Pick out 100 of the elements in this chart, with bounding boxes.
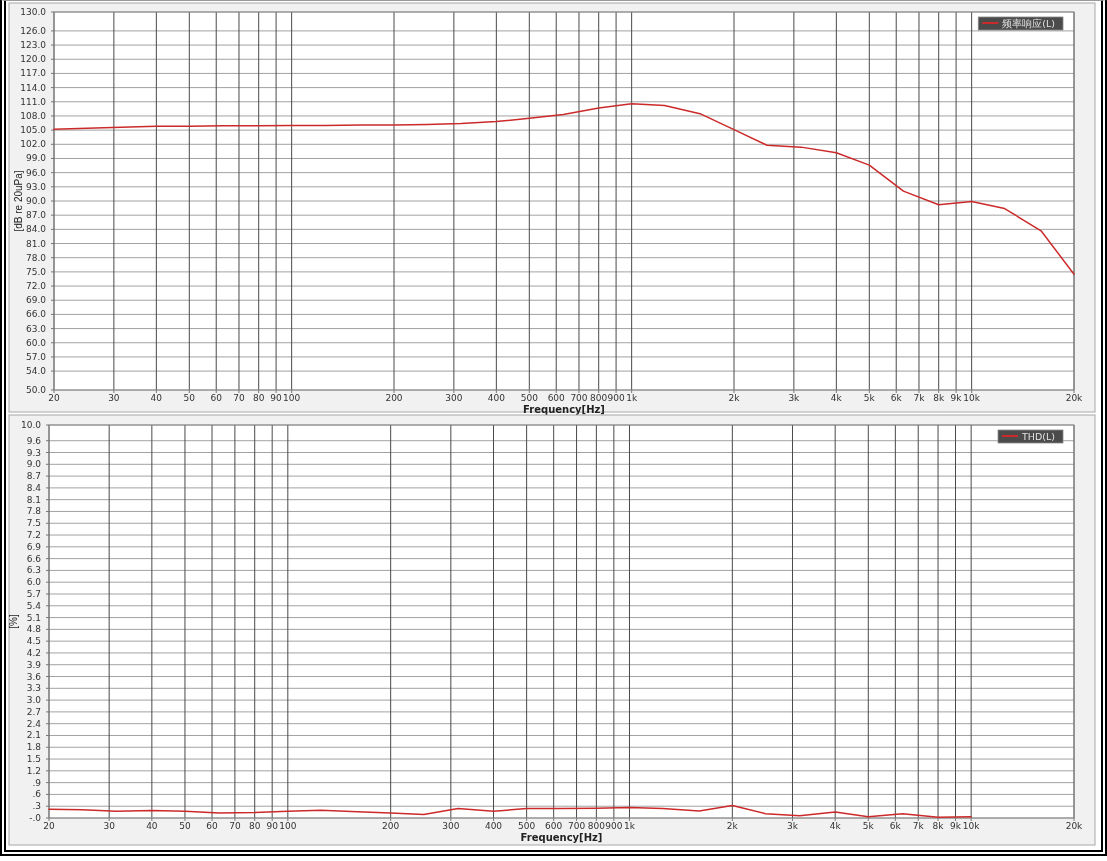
y-tick-label: .6: [32, 789, 42, 800]
y-tick-label: -.0: [29, 813, 42, 823]
y-tick-label: 57.0: [25, 351, 47, 362]
x-tick-label: 9k: [950, 393, 963, 403]
y-tick-label: 81.0: [25, 238, 47, 249]
x-tick-label: 7k: [912, 821, 925, 831]
y-tick-label: 99.0: [25, 153, 47, 164]
x-tick-label: 6k: [889, 821, 902, 831]
x-tick-label: 1k: [624, 821, 636, 831]
x-tick-label: 30: [108, 393, 120, 403]
y-tick-label: .9: [32, 777, 42, 788]
y-tick-label: 130.0: [20, 7, 47, 17]
x-tick-label: 8k: [933, 393, 945, 403]
x-tick-label: 100: [283, 393, 301, 403]
y-tick-label: 63.0: [25, 323, 47, 334]
y-tick-label: 126.0: [20, 25, 47, 36]
x-tick-label: 70: [229, 821, 241, 831]
y-tick-label: 108.0: [20, 110, 47, 121]
y-tick-label: 66.0: [25, 309, 47, 320]
y-tick-label: 9.0: [26, 459, 42, 470]
y-tick-label: 7.5: [26, 518, 41, 529]
x-tick-label: 300: [442, 821, 460, 831]
y-tick-label: 3.9: [26, 659, 42, 670]
y-tick-label: 1.2: [26, 765, 41, 776]
x-tick-label: 3k: [787, 821, 799, 831]
x-tick-label: 90: [270, 393, 283, 403]
x-tick-label: 500: [520, 393, 539, 403]
legend-label: 频率响应(L): [1002, 17, 1055, 29]
y-tick-label: 8.4: [26, 482, 42, 493]
x-tick-label: 800: [590, 393, 608, 403]
y-tick-label: 6.0: [26, 577, 42, 588]
x-tick-label: 10k: [962, 821, 981, 831]
x-tick-label: 2k: [728, 393, 741, 403]
x-tick-label: 30: [103, 821, 116, 831]
y-tick-label: 4.8: [26, 624, 42, 635]
y-tick-label: 117.0: [20, 68, 47, 79]
y-tick-label: 1.8: [26, 742, 42, 753]
x-tick-label: 900: [607, 393, 625, 403]
y-tick-label: 10.0: [20, 420, 42, 430]
y-tick-label: 4.5: [26, 636, 41, 647]
y-tick-label: 6.6: [26, 553, 42, 564]
y-tick-label: 54.0: [25, 366, 47, 377]
y-tick-label: 6.3: [26, 565, 41, 576]
x-tick-label: 90: [266, 821, 279, 831]
y-tick-label: 2.4: [26, 718, 42, 729]
x-tick-label: 50: [183, 393, 196, 403]
y-tick-label: 7.2: [26, 530, 41, 541]
x-tick-label: 600: [545, 821, 563, 831]
x-tick-label: 40: [146, 821, 158, 831]
x-tick-label: 100: [279, 821, 297, 831]
x-tick-label: 60: [206, 821, 219, 831]
x-tick-label: 700: [570, 393, 588, 403]
x-tick-label: 200: [385, 393, 403, 403]
x-tick-label: 7k: [913, 393, 926, 403]
x-tick-label: 9k: [950, 821, 962, 831]
x-tick-label: 4k: [829, 821, 842, 831]
x-tick-label: 1k: [626, 393, 638, 403]
x-tick-label: 4k: [830, 393, 843, 403]
x-tick-label: 20: [43, 821, 55, 831]
x-axis-title: Frequency[Hz]: [523, 403, 605, 415]
y-axis-title: [dB re 20uPa]: [12, 170, 24, 232]
x-tick-label: 20k: [1065, 393, 1084, 403]
y-tick-label: 7.8: [26, 506, 42, 517]
x-tick-label: 500: [518, 821, 536, 831]
y-tick-label: 5.1: [26, 612, 41, 623]
y-tick-label: 96.0: [25, 167, 47, 178]
y-axis-title: [%]: [7, 614, 19, 629]
x-tick-label: 20: [48, 393, 60, 403]
line-series: [53, 102, 1075, 275]
y-tick-label: 72.0: [25, 281, 47, 292]
y-tick-label: 9.3: [26, 447, 41, 458]
y-tick-label: 123.0: [20, 40, 47, 51]
x-tick-label: 400: [484, 821, 503, 831]
y-tick-label: 2.1: [26, 730, 41, 741]
y-tick-label: 84.0: [25, 224, 47, 235]
y-tick-label: 3.6: [26, 671, 42, 682]
y-tick-label: 93.0: [25, 181, 47, 192]
y-tick-label: 50.0: [25, 385, 47, 395]
x-tick-label: 20k: [1065, 821, 1084, 831]
y-tick-label: 120.0: [20, 54, 47, 65]
x-tick-label: 900: [605, 821, 623, 831]
y-tick-label: 9.6: [26, 435, 42, 446]
y-tick-label: 1.5: [26, 754, 41, 765]
x-tick-label: 6k: [890, 393, 903, 403]
x-tick-label: 60: [210, 393, 223, 403]
y-tick-label: 3.0: [26, 695, 42, 706]
x-tick-label: 600: [547, 393, 566, 403]
x-tick-label: 80: [252, 393, 265, 403]
y-tick-label: 4.2: [26, 647, 41, 658]
x-tick-label: 3k: [788, 393, 801, 403]
x-tick-label: 80: [248, 821, 261, 831]
y-tick-label: .3: [32, 801, 41, 812]
y-tick-label: 75.0: [25, 266, 47, 277]
x-tick-label: 800: [587, 821, 606, 831]
x-axis-title: Frequency[Hz]: [520, 831, 603, 843]
x-tick-label: 300: [445, 393, 463, 403]
x-tick-label: 700: [567, 821, 586, 831]
y-tick-label: 5.4: [26, 600, 42, 611]
y-tick-label: 111.0: [20, 96, 47, 107]
x-tick-label: 200: [382, 821, 400, 831]
